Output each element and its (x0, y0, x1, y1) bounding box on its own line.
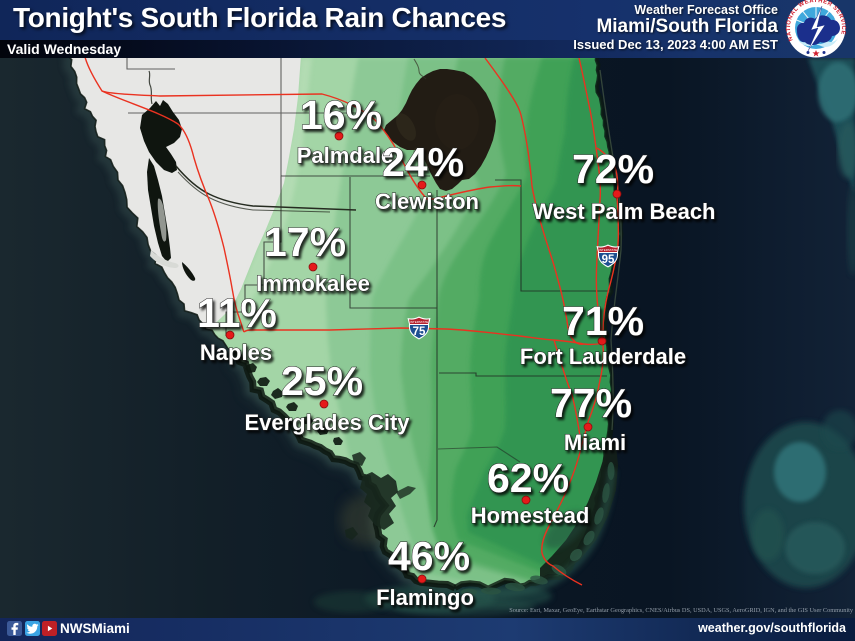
svg-text:West Palm Beach: West Palm Beach (532, 199, 715, 224)
svg-text:Palmdale: Palmdale (297, 143, 394, 168)
svg-text:Homestead: Homestead (471, 503, 590, 528)
svg-text:Everglades City: Everglades City (244, 410, 410, 435)
svg-text:75: 75 (413, 326, 426, 338)
svg-text:77%: 77% (550, 380, 632, 426)
svg-text:72%: 72% (572, 146, 654, 192)
svg-text:Fort Lauderdale: Fort Lauderdale (520, 344, 686, 369)
svg-text:Flamingo: Flamingo (376, 585, 474, 610)
svg-text:95: 95 (602, 254, 615, 266)
svg-text:Naples: Naples (200, 340, 272, 365)
svg-text:Clewiston: Clewiston (375, 189, 479, 214)
svg-text:INTERSTATE: INTERSTATE (410, 320, 428, 324)
svg-text:Miami: Miami (564, 430, 626, 455)
svg-text:25%: 25% (281, 358, 363, 404)
svg-text:11%: 11% (197, 290, 277, 336)
svg-text:46%: 46% (388, 533, 470, 579)
svg-text:Immokalee: Immokalee (256, 271, 370, 296)
svg-text:16%: 16% (300, 92, 382, 138)
svg-text:24%: 24% (382, 139, 464, 185)
svg-text:17%: 17% (264, 219, 346, 265)
svg-text:62%: 62% (487, 455, 569, 501)
svg-text:Source: Esri, Maxar, GeoEye, E: Source: Esri, Maxar, GeoEye, Earthstar G… (509, 607, 854, 614)
svg-text:71%: 71% (562, 298, 644, 344)
svg-text:INTERSTATE: INTERSTATE (599, 248, 617, 252)
